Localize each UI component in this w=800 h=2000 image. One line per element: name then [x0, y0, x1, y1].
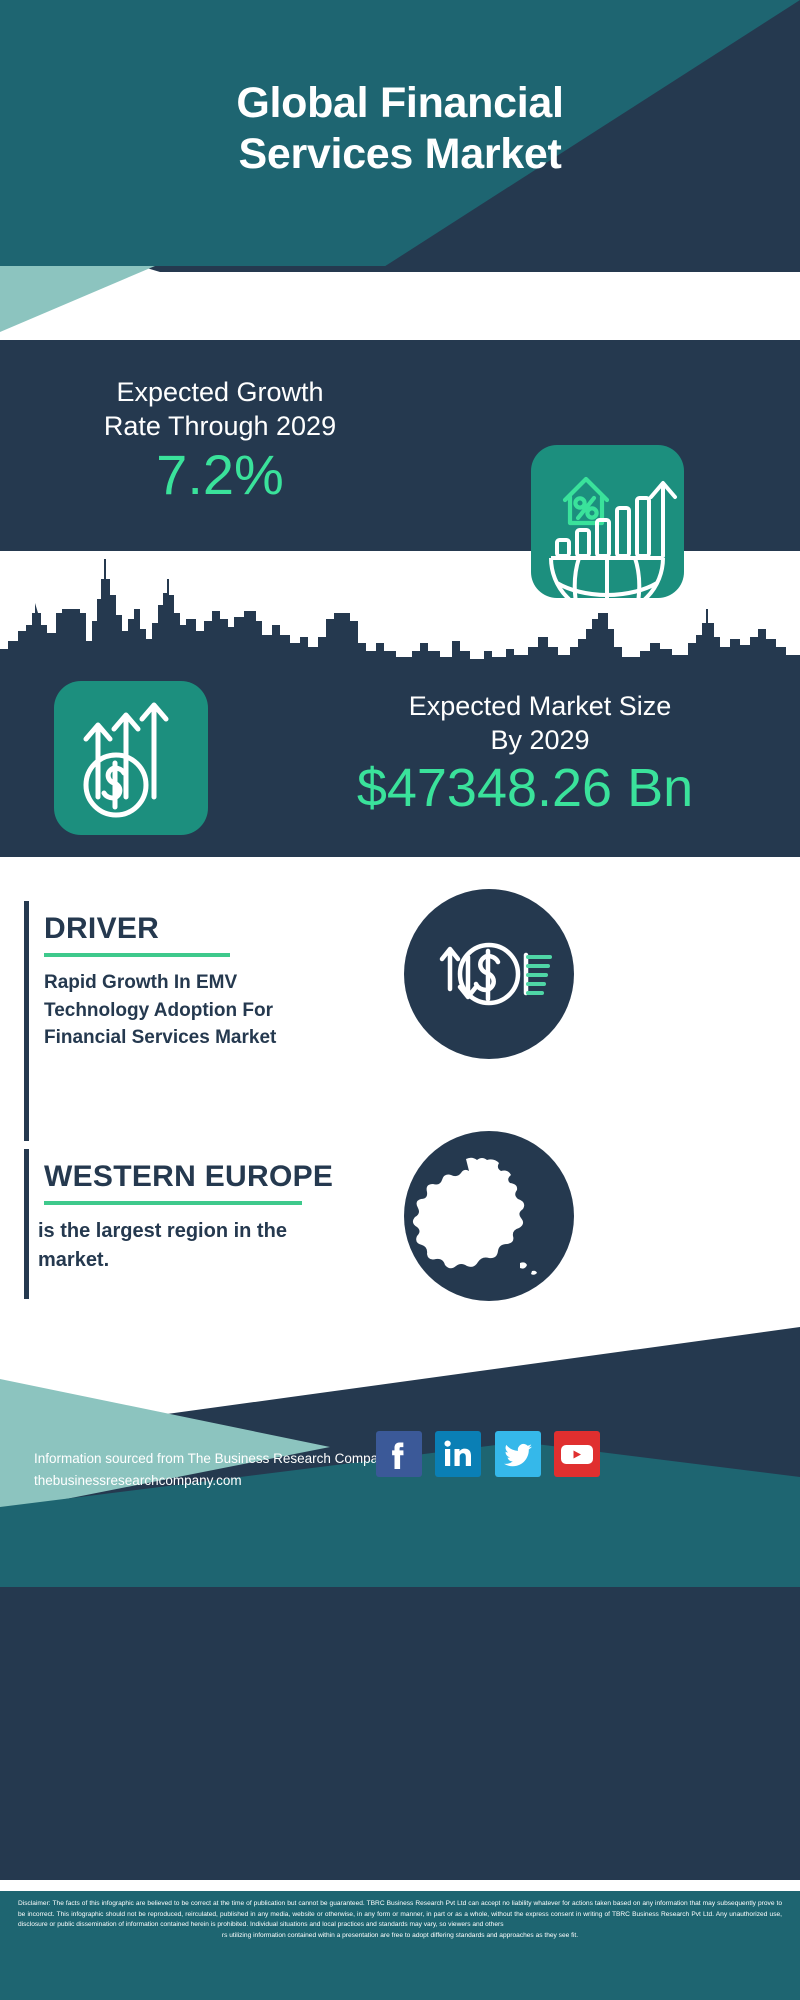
driver-card-accent-bar [24, 901, 29, 1141]
growth-percent-globe-icon [549, 476, 677, 616]
region-card-icon-circle [404, 1131, 574, 1301]
driver-card-body: Rapid Growth In EMV Technology Adoption … [44, 972, 277, 1049]
dollar-growth-arrows-icon [83, 702, 169, 818]
city-skyline-icon [0, 559, 800, 669]
driver-card-icon-circle [404, 889, 574, 1059]
youtube-icon[interactable] [554, 1431, 601, 1477]
twitter-icon[interactable] [494, 1431, 541, 1477]
footer-source-text: Information sourced from The Business Re… [34, 1451, 393, 1489]
header-divider-dark-edge [140, 266, 800, 272]
growth-icon-tile [531, 445, 684, 616]
header-divider-band [0, 266, 800, 340]
market-size-label: Expected Market Size By 2029 [408, 691, 672, 756]
region-card-rule [44, 1201, 302, 1205]
region-card-accent-bar [24, 1149, 29, 1299]
disclaimer-band: Disclaimer: The facts of this infographi… [0, 1891, 800, 2000]
facebook-icon[interactable] [376, 1431, 422, 1477]
linkedin-icon[interactable] [435, 1431, 482, 1477]
market-size-value: $47348.26 Bn [356, 758, 694, 818]
growth-rate-label: Expected Growth Rate Through 2029 [103, 377, 337, 442]
region-card-title: WESTERN EUROPE [44, 1160, 334, 1193]
growth-rate-value: 7.2% [156, 443, 284, 506]
region-card-body: is the largest region in the market. [38, 1220, 287, 1271]
header-divider-teal-triangle [0, 266, 155, 332]
driver-card-rule [44, 953, 230, 957]
insights-section: DRIVER Rapid Growth In EMV Technology Ad… [0, 857, 800, 1327]
driver-card-title: DRIVER [44, 912, 160, 945]
europe-map-icon [412, 1157, 537, 1275]
social-links [376, 1431, 601, 1477]
dollar-exchange-arrows-icon [439, 942, 552, 1006]
footer: Information sourced from The Business Re… [0, 1327, 800, 1880]
page-title: Global Financial Services Market [236, 79, 564, 178]
market-size-icon-tile [54, 681, 208, 835]
disclaimer-main: Disclaimer: The facts of this infographi… [18, 1900, 782, 1929]
disclaimer-text: Disclaimer: The facts of this infographi… [18, 1899, 782, 1942]
disclaimer-last-line: rs utilizing information contained withi… [221, 1932, 579, 1940]
